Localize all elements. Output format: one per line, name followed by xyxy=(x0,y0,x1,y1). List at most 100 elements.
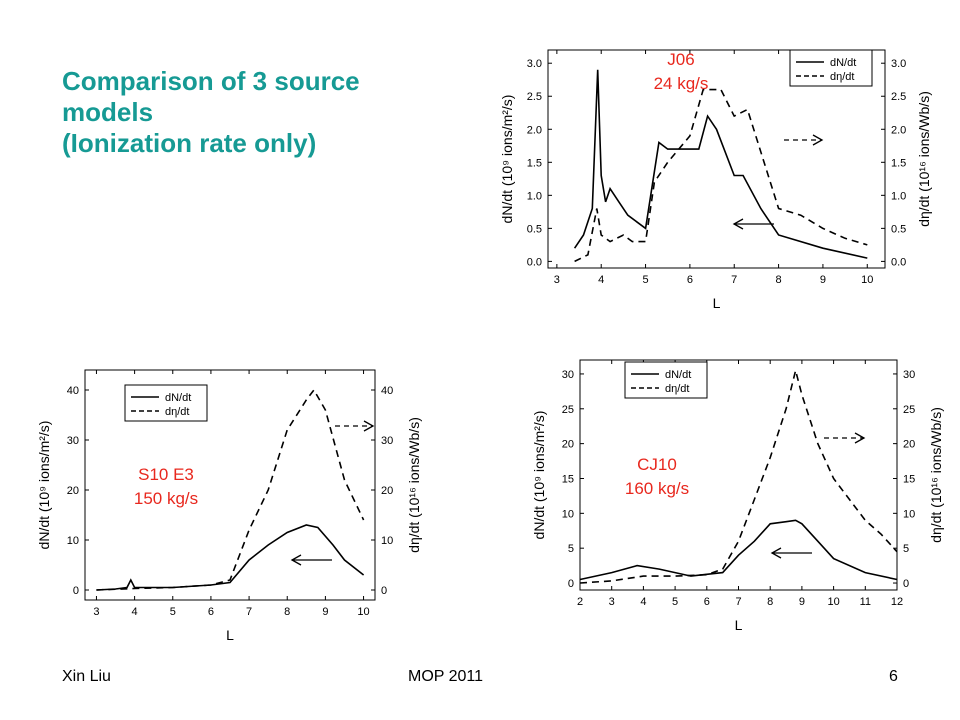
x-axis-title: L xyxy=(226,627,234,643)
y2-tick-label: 1.5 xyxy=(891,157,906,169)
y-tick-label: 5 xyxy=(568,543,574,555)
x-axis-title: L xyxy=(713,295,721,311)
x-tick-label: 10 xyxy=(861,274,873,286)
series-line-dn-dt xyxy=(573,69,868,259)
y-tick-label: 0.0 xyxy=(527,256,542,268)
y2-tick-label: 30 xyxy=(381,435,393,447)
x-tick-label: 8 xyxy=(767,596,773,608)
legend-box xyxy=(124,384,208,422)
legend-entry: dη/dt xyxy=(830,71,854,83)
left-axis-arrowhead xyxy=(770,547,782,559)
y-tick-label: 1.0 xyxy=(527,190,542,202)
y2-tick-label: 2.0 xyxy=(891,124,906,136)
chart-s10e3: 3 4 5 6 7 8 9 10 0 10 20 30 40 0 10 20 30 40 LdN/dt (10⁹ i… xyxy=(36,369,422,643)
legend-box xyxy=(789,49,873,87)
legend-entry: dN/dt xyxy=(665,369,691,381)
x-tick-label: 4 xyxy=(132,606,138,618)
right-axis-arrowhead xyxy=(854,432,866,444)
y2-tick-label: 5 xyxy=(903,543,909,555)
plot-frame xyxy=(84,369,376,601)
x-axis-title: L xyxy=(735,617,743,633)
y-tick-label: 2.5 xyxy=(527,91,542,103)
y-tick-label: 2.0 xyxy=(527,124,542,136)
left-axis-arrowhead xyxy=(732,218,744,230)
x-tick-label: 8 xyxy=(776,274,782,286)
x-tick-label: 9 xyxy=(799,596,805,608)
y-axis-title: dN/dt (10⁹ ions/m²/s) xyxy=(531,411,547,540)
y2-tick-label: 1.0 xyxy=(891,190,906,202)
source-model-label-line: 150 kg/s xyxy=(134,489,198,508)
x-tick-label: 7 xyxy=(735,596,741,608)
footer-conference: MOP 2011 xyxy=(408,668,484,685)
y-tick-label: 0.5 xyxy=(527,223,542,235)
series-line-deta-dt xyxy=(96,388,365,591)
y2-tick-label: 20 xyxy=(903,439,915,451)
y-tick-label: 30 xyxy=(67,435,79,447)
x-tick-label: 6 xyxy=(208,606,214,618)
x-tick-label: 10 xyxy=(827,596,839,608)
right-axis-arrowhead xyxy=(812,134,824,146)
plot-frame xyxy=(547,49,886,269)
series-line-dn-dt xyxy=(96,524,365,591)
legend-entry: dη/dt xyxy=(665,383,689,395)
slide-title: Comparison of 3 source models (Ionizatio… xyxy=(62,66,482,160)
series-line-dn-dt xyxy=(579,519,898,581)
y-tick-label: 1.5 xyxy=(527,157,542,169)
y2-tick-label: 0 xyxy=(381,585,387,597)
y-tick-label: 15 xyxy=(562,473,574,485)
series-line-deta-dt xyxy=(574,88,868,263)
y-tick-label: 10 xyxy=(67,535,79,547)
source-model-label-line: J06 xyxy=(667,50,694,69)
y2-tick-label: 20 xyxy=(381,485,393,497)
footer-page-number: 6 xyxy=(889,668,898,685)
x-tick-label: 5 xyxy=(672,596,678,608)
y-tick-label: 30 xyxy=(562,369,574,381)
x-tick-label: 9 xyxy=(322,606,328,618)
title-line-2: models xyxy=(62,97,154,128)
source-model-label: CJ10 160 kg/s xyxy=(625,455,689,498)
x-tick-label: 6 xyxy=(687,274,693,286)
y2-tick-label: 10 xyxy=(381,535,393,547)
legend-entry: dη/dt xyxy=(165,406,189,418)
left-axis-arrowhead xyxy=(290,554,302,566)
y2-axis-title: dη/dt (10¹⁶ ions/Wb/s) xyxy=(406,417,422,553)
y2-tick-label: 15 xyxy=(903,473,915,485)
series-line-deta-dt xyxy=(579,370,898,584)
y2-tick-label: 40 xyxy=(381,385,393,397)
y2-tick-label: 2.5 xyxy=(891,91,906,103)
y-tick-label: 20 xyxy=(67,485,79,497)
source-model-label: J06 24 kg/s xyxy=(654,50,709,93)
title-line-3: (Ionization rate only) xyxy=(62,128,317,159)
x-tick-label: 2 xyxy=(577,596,583,608)
legend-box xyxy=(624,361,708,399)
y-tick-label: 20 xyxy=(562,439,574,451)
y-tick-label: 10 xyxy=(562,508,574,520)
x-tick-label: 4 xyxy=(640,596,646,608)
x-tick-label: 5 xyxy=(170,606,176,618)
x-tick-label: 7 xyxy=(246,606,252,618)
x-tick-label: 10 xyxy=(357,606,369,618)
y2-axis-title: dη/dt (10¹⁶ ions/Wb/s) xyxy=(916,91,932,227)
legend-entry: dN/dt xyxy=(830,57,856,69)
legend-entry: dN/dt xyxy=(165,392,191,404)
y-tick-label: 0 xyxy=(568,578,574,590)
x-tick-label: 3 xyxy=(554,274,560,286)
x-tick-label: 5 xyxy=(642,274,648,286)
source-model-label-line: 160 kg/s xyxy=(625,479,689,498)
chart-cj10: 2 3 4 5 6 7 8 9 10 11 12051015202530051015202530Ld… xyxy=(531,359,944,633)
source-model-label-line: CJ10 xyxy=(637,455,677,474)
y2-tick-label: 0 xyxy=(903,578,909,590)
y2-tick-label: 0.0 xyxy=(891,256,906,268)
x-tick-label: 6 xyxy=(704,596,710,608)
y2-tick-label: 0.5 xyxy=(891,223,906,235)
y-tick-label: 40 xyxy=(67,385,79,397)
y2-axis-title: dη/dt (10¹⁶ ions/Wb/s) xyxy=(928,407,944,543)
x-tick-label: 11 xyxy=(860,596,871,608)
x-tick-label: 12 xyxy=(891,596,903,608)
source-model-label-line: 24 kg/s xyxy=(654,74,709,93)
y2-tick-label: 10 xyxy=(903,508,915,520)
y-axis-title: dN/dt (10⁹ ions/m²/s) xyxy=(499,95,515,224)
x-tick-label: 4 xyxy=(598,274,604,286)
y2-tick-label: 30 xyxy=(903,369,915,381)
y2-tick-label: 25 xyxy=(903,404,915,416)
